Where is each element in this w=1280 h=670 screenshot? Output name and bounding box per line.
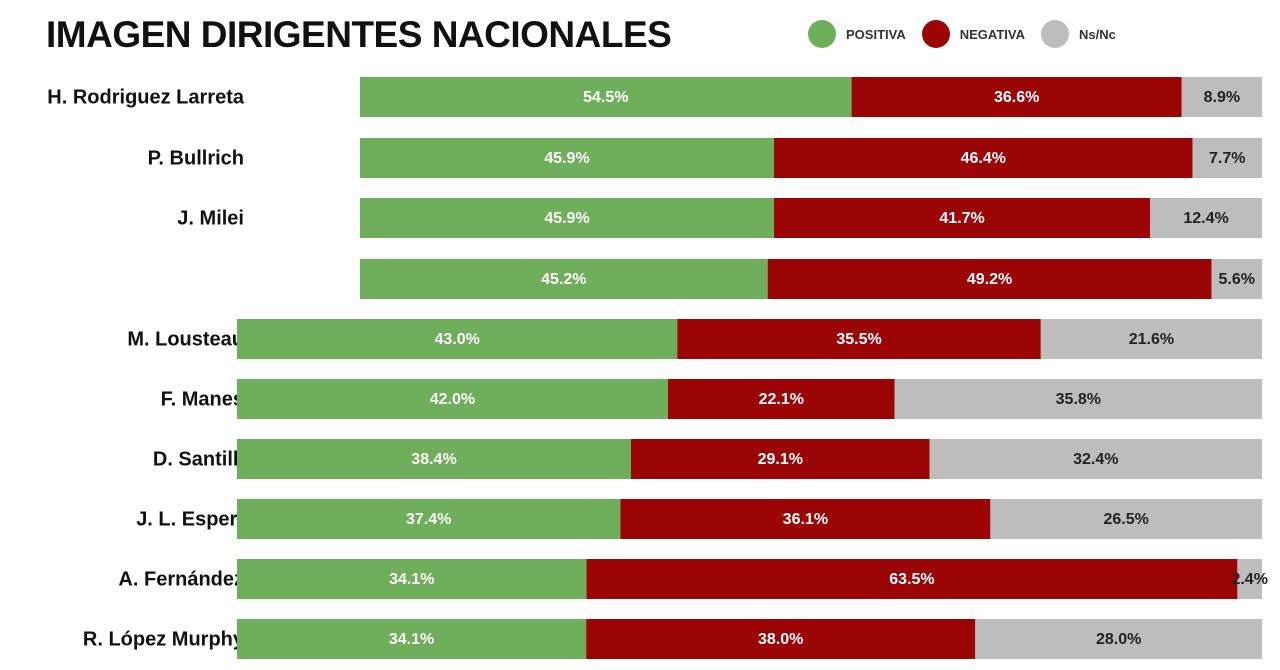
value-label-positiva: 43.0% <box>434 331 479 348</box>
value-label-nsnc: 21.6% <box>1129 331 1174 348</box>
bar-positiva <box>237 619 587 659</box>
value-label-positiva: 45.9% <box>544 150 589 167</box>
legend-label-nsnc: Ns/Nc <box>1078 26 1116 42</box>
value-label-negativa: 38.0% <box>758 631 803 648</box>
category-label: R. López Murphy <box>83 628 245 650</box>
value-label-negativa: 35.5% <box>836 331 881 348</box>
value-label-negativa: 22.1% <box>759 391 804 408</box>
value-label-nsnc: 8.9% <box>1204 89 1240 106</box>
value-label-negativa: 46.4% <box>961 150 1006 167</box>
bar-positiva <box>237 379 668 419</box>
bar-negativa <box>774 138 1193 178</box>
category-label: H. Rodriguez Larreta <box>47 86 245 108</box>
bar-positiva <box>360 198 775 238</box>
bar-negativa <box>630 439 930 479</box>
legend-swatch-nsnc <box>1040 20 1069 48</box>
value-label-nsnc: 32.4% <box>1073 451 1118 468</box>
bar-positiva <box>237 439 631 479</box>
bar-positiva <box>360 259 768 299</box>
bar-negativa <box>851 77 1182 117</box>
bar-negativa <box>767 259 1212 299</box>
bar-nsnc <box>1237 559 1262 599</box>
value-label-nsnc: 5.6% <box>1219 271 1255 288</box>
bar-nsnc <box>990 499 1262 539</box>
bar-negativa <box>774 198 1151 238</box>
bar-nsnc <box>929 439 1262 479</box>
value-label-negativa: 63.5% <box>889 571 934 588</box>
value-label-negativa: 36.6% <box>994 89 1039 106</box>
chart-title: IMAGEN DIRIGENTES NACIONALES <box>46 14 672 55</box>
legend-label-negativa: NEGATIVA <box>959 26 1025 42</box>
bar-positiva <box>237 499 621 539</box>
category-label: D. Santilli <box>153 448 244 470</box>
bar-nsnc <box>1181 77 1262 117</box>
value-label-positiva: 42.0% <box>430 391 475 408</box>
bar-positiva <box>237 559 587 599</box>
legend-swatch-positiva <box>808 20 836 48</box>
category-label: F. Manes <box>161 388 244 410</box>
legend-item-positiva: POSITIVA <box>808 20 906 48</box>
legend: POSITIVA NEGATIVA Ns/Nc <box>808 20 1132 48</box>
value-label-positiva: 45.2% <box>541 271 586 288</box>
value-label-negativa: 41.7% <box>939 210 984 227</box>
bar-nsnc <box>1150 198 1262 238</box>
bar-negativa <box>586 559 1238 599</box>
bar-positiva <box>237 319 678 359</box>
value-label-nsnc: 28.0% <box>1096 631 1141 648</box>
bar-negativa <box>677 319 1041 359</box>
category-label: J. L. Espert <box>136 508 244 530</box>
bar-nsnc <box>1040 319 1262 359</box>
category-label: P. Bullrich <box>148 147 244 169</box>
value-label-positiva: 37.4% <box>406 511 451 528</box>
bar-nsnc <box>1211 259 1262 299</box>
bar-positiva <box>360 77 852 117</box>
bar-nsnc <box>1192 138 1262 178</box>
value-label-nsnc: 2.4% <box>1231 571 1267 588</box>
legend-item-negativa: NEGATIVA <box>921 20 1025 48</box>
value-label-nsnc: 35.8% <box>1056 391 1101 408</box>
value-label-positiva: 34.1% <box>389 571 434 588</box>
value-label-negativa: 36.1% <box>783 511 828 528</box>
legend-item-nsnc: Ns/Nc <box>1040 20 1116 48</box>
value-label-nsnc: 7.7% <box>1209 150 1245 167</box>
bar-nsnc <box>894 379 1262 419</box>
legend-swatch-negativa <box>921 20 950 48</box>
category-label: J. Milei <box>177 207 244 229</box>
bar-nsnc <box>975 619 1262 659</box>
value-label-positiva: 45.9% <box>544 210 589 227</box>
value-label-positiva: 34.1% <box>389 631 434 648</box>
value-label-positiva: 38.4% <box>411 451 456 468</box>
category-label: A. Fernández <box>118 568 244 590</box>
value-label-negativa: 49.2% <box>967 271 1012 288</box>
value-label-positiva: 54.5% <box>583 89 628 106</box>
value-label-negativa: 29.1% <box>758 451 803 468</box>
bar-positiva <box>360 138 775 178</box>
legend-label-positiva: POSITIVA <box>846 26 906 42</box>
bar-negativa <box>667 379 895 419</box>
bar-negativa <box>586 619 976 659</box>
category-label: M. Lousteau <box>127 328 244 350</box>
value-label-nsnc: 12.4% <box>1183 210 1228 227</box>
bar-negativa <box>620 499 991 539</box>
value-label-nsnc: 26.5% <box>1104 511 1149 528</box>
